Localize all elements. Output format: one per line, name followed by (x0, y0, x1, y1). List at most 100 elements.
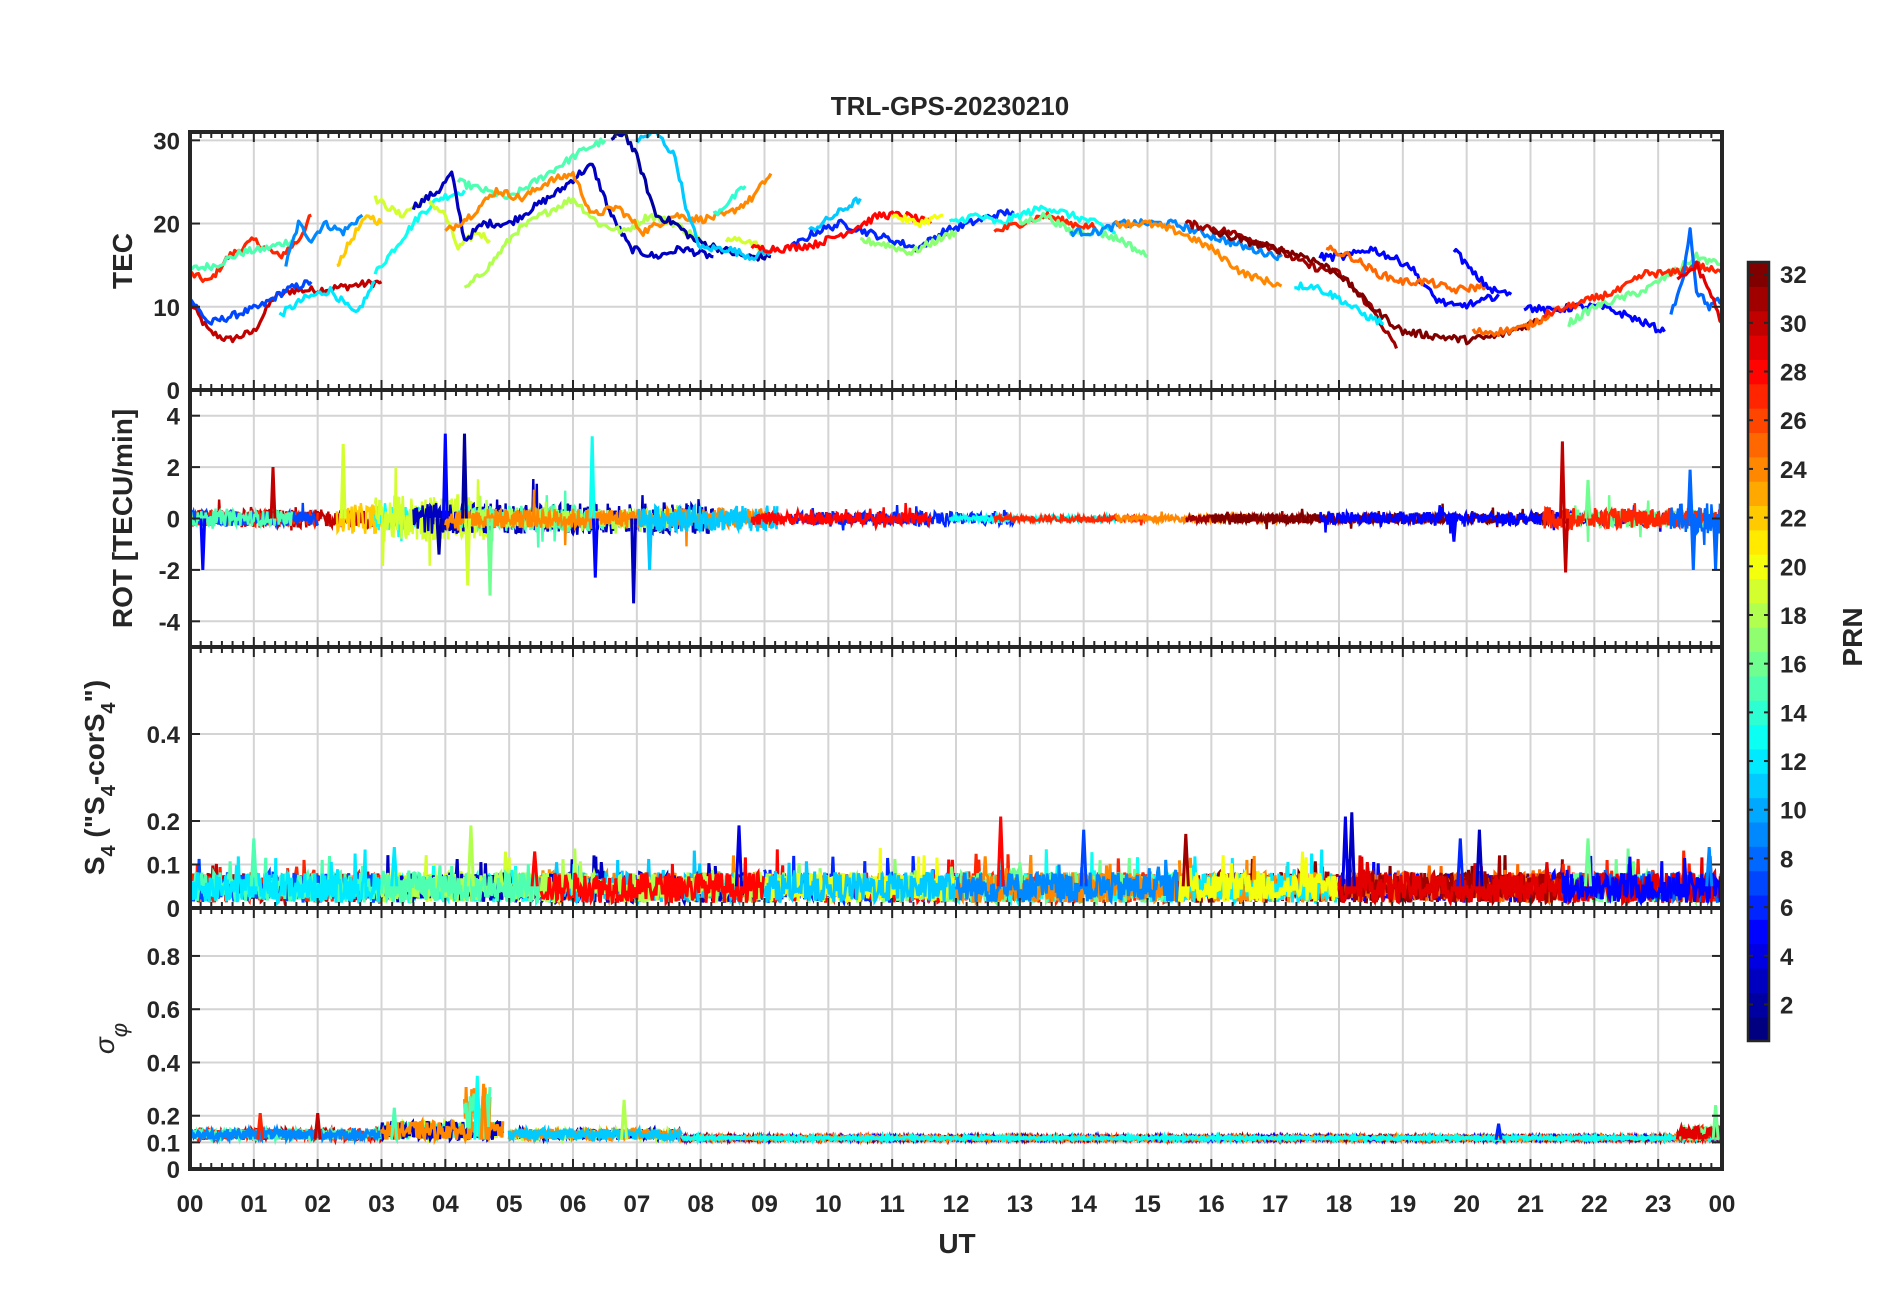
rot-spike (199, 518, 207, 570)
rot-spike (1559, 441, 1566, 519)
rot-spike (486, 518, 494, 596)
y-tick-label: -4 (159, 609, 181, 636)
tec-series-prn-6 (788, 208, 1015, 253)
tec-series-prn-15 (456, 137, 607, 200)
colorbar-band-prn-4 (1748, 943, 1769, 969)
tec-series-prn-25 (1325, 244, 1488, 295)
s4-ylabel: S4 ("S4-corS4") (79, 680, 120, 875)
y-tick-label: 0 (167, 378, 180, 405)
tec-panel: 0 10 20 30 TEC (107, 128, 1724, 405)
y-tick-label: 0.4 (147, 722, 181, 749)
x-tick-label: 19 (1389, 1191, 1416, 1218)
s4-spike (996, 816, 1005, 887)
colorbar-tick-label: 18 (1780, 603, 1807, 630)
tec-series-prn-14 (712, 185, 747, 217)
rot-spike (269, 467, 277, 519)
s4-series-prn-20 (1177, 851, 1340, 903)
s4-series-prn-29 (1337, 855, 1564, 908)
tec-series-prn-28 (750, 210, 932, 254)
rot-spike (441, 433, 449, 519)
colorbar-band-prn-26 (1748, 408, 1769, 433)
colorbar-band-prn-18 (1748, 602, 1769, 628)
colorbar-band-prn-22 (1748, 505, 1769, 531)
x-tick-label: 16 (1198, 1191, 1225, 1218)
x-tick-label: 00 (177, 1191, 204, 1218)
y-tick-label: 2 (167, 455, 180, 482)
sigma-phi-axes-frame (188, 906, 1724, 1171)
colorbar-tick-label: 6 (1780, 895, 1793, 922)
sigma-phi-spike (313, 1112, 322, 1140)
sigma-phi-spike (620, 1099, 629, 1140)
x-tick-label: 03 (368, 1191, 395, 1218)
x-tick-label: 14 (1070, 1191, 1097, 1218)
tec-series-prn-11 (635, 132, 779, 261)
colorbar-tick-label: 4 (1780, 944, 1794, 971)
sigma-phi-spike (1711, 1104, 1720, 1140)
colorbar-frame (1746, 260, 1771, 1043)
colorbar-band-prn-11 (1748, 773, 1769, 799)
colorbar-band-prn-30 (1748, 310, 1769, 336)
y-tick-label: 30 (153, 128, 180, 155)
colorbar-band-prn-3 (1748, 967, 1769, 993)
tec-series-prn-12 (1294, 281, 1384, 326)
y-tick-label: 0.2 (147, 1104, 180, 1131)
rot-spike (461, 433, 468, 519)
x-tick-label: 11 (879, 1191, 904, 1218)
tec-series-prn-15 (190, 238, 294, 272)
colorbar-band-prn-31 (1748, 286, 1769, 312)
colorbar-band-prn-8 (1748, 846, 1769, 872)
tec-series-prn-25 (1471, 314, 1552, 337)
s4-spike (1705, 847, 1714, 887)
tec-ylabel: TEC (107, 233, 138, 289)
rot-spike (630, 518, 638, 604)
x-tick-label: 05 (496, 1191, 523, 1218)
s4-spike (530, 851, 539, 887)
rot-spike (435, 518, 443, 555)
sigma-phi-series-prn-13 (680, 1130, 1722, 1146)
x-tick-label: 08 (687, 1191, 714, 1218)
rot-spike (1686, 469, 1694, 519)
tec-series-prn-16 (1567, 251, 1722, 328)
s4-series-prn-28 (539, 857, 766, 908)
rot-series-prn-24 (444, 489, 773, 547)
tec-series-prn-13 (373, 189, 466, 275)
s4-series-prn-12 (190, 849, 383, 907)
tec-series-prn-7 (190, 279, 313, 326)
y-tick-label: 0.8 (147, 944, 180, 971)
tec-series-prn-3 (411, 162, 714, 260)
tec-series-prn-24 (1114, 219, 1283, 288)
x-tick-label: 17 (1262, 1191, 1289, 1218)
colorbar-tick-label: 22 (1780, 506, 1807, 533)
s4-spike (1181, 833, 1190, 887)
colorbar-band-prn-29 (1748, 335, 1769, 360)
colorbar-tick-label: 32 (1780, 262, 1807, 289)
colorbar-band-prn-20 (1748, 554, 1769, 580)
colorbar-band-prn-1 (1748, 1016, 1769, 1042)
colorbar-tick-label: 8 (1780, 846, 1793, 873)
x-tick-label: 02 (304, 1191, 331, 1218)
rot-spike (464, 518, 472, 586)
x-tick-label: 23 (1645, 1191, 1672, 1218)
tec-series-prn-5 (1523, 301, 1666, 334)
sigma-phi-spike (256, 1112, 265, 1140)
colorbar-band-prn-16 (1748, 651, 1769, 677)
colorbar-tick-label: 20 (1780, 554, 1807, 581)
colorbar-band-prn-9 (1748, 821, 1769, 847)
colorbar-tick-label: 24 (1780, 457, 1807, 484)
tec-series-prn-18 (463, 196, 702, 289)
colorbar-tick-label: 12 (1780, 749, 1807, 776)
tec-series-prn-20 (890, 213, 944, 229)
x-tick-label: 06 (560, 1191, 587, 1218)
tec-series-prn-9 (284, 213, 364, 267)
s4-spike (1341, 816, 1350, 887)
colorbar-band-prn-14 (1748, 700, 1769, 726)
s4-series-prn-5 (1560, 855, 1722, 908)
x-tick-label: 21 (1517, 1191, 1544, 1218)
colorbar-tick-label: 14 (1780, 700, 1807, 727)
tec-series-prn-29 (1676, 260, 1722, 325)
tec-series-prn-19 (724, 235, 765, 251)
y-tick-label: -2 (159, 558, 180, 585)
x-tick-label: 13 (1006, 1191, 1033, 1218)
